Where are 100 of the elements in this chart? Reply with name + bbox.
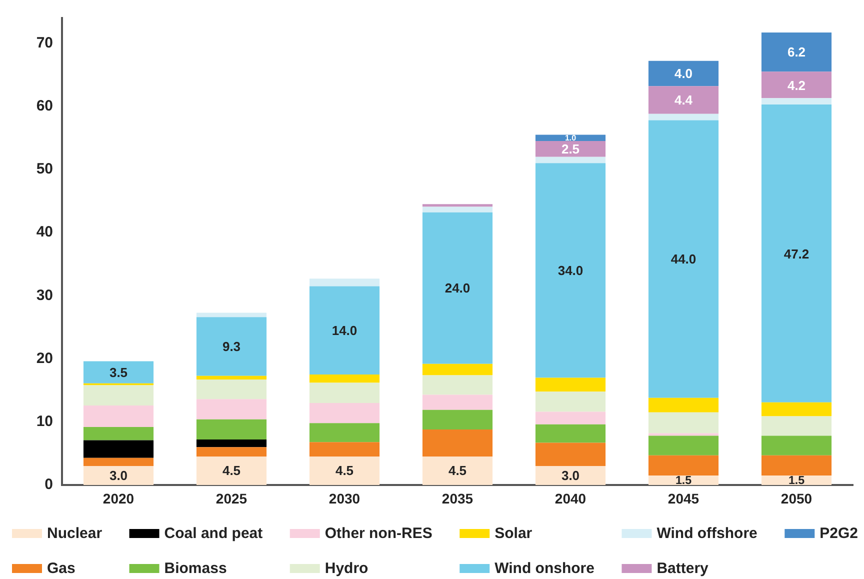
- data-label: 34.0: [558, 262, 584, 278]
- bar: [535, 156, 606, 164]
- bar: [761, 72, 832, 98]
- legend-label: Wind onshore: [494, 560, 594, 578]
- bar: [309, 286, 380, 375]
- bar: [83, 361, 154, 384]
- x-tick-label: 2040: [554, 490, 586, 506]
- data-label: 1.0: [564, 133, 577, 142]
- bar: [648, 455, 719, 476]
- bar: [648, 398, 719, 412]
- bar: [422, 429, 493, 457]
- y-tick-label: 30: [36, 286, 53, 304]
- bar: [196, 312, 267, 318]
- y-tick-label: 20: [36, 350, 53, 367]
- bar: [761, 476, 832, 485]
- legend-label: Solar: [494, 525, 532, 542]
- bar: [196, 419, 267, 440]
- bar: [648, 120, 719, 398]
- bar: [83, 426, 154, 440]
- bar: [422, 394, 493, 410]
- data-label: 3.5: [109, 364, 128, 380]
- bar: [648, 476, 719, 485]
- legend-label: Coal and peat: [164, 525, 263, 542]
- bar: [761, 104, 832, 402]
- bar: [648, 60, 719, 86]
- bar: [648, 412, 719, 434]
- x-tick-label: 2045: [668, 490, 700, 506]
- legend-label: Biomass: [164, 560, 227, 578]
- x-tick-label: 2020: [102, 490, 134, 506]
- data-label: 24.0: [444, 280, 470, 296]
- bar: [535, 442, 606, 466]
- x-tick-label: 2025: [216, 490, 248, 506]
- bar: [309, 382, 380, 403]
- bar: [422, 410, 493, 430]
- x-tick-label: 2030: [328, 490, 360, 506]
- bar: [196, 440, 267, 448]
- bar: [535, 378, 606, 392]
- bar: [761, 436, 832, 456]
- data-label: 14.0: [332, 322, 358, 338]
- data-label: 9.3: [222, 338, 241, 354]
- bar: [83, 458, 154, 466]
- y-tick-label: 10: [36, 413, 53, 430]
- bar: [196, 456, 267, 485]
- data-label: 47.2: [784, 246, 810, 262]
- bar: [196, 380, 267, 400]
- bar: [196, 399, 267, 420]
- bar: [83, 405, 154, 427]
- bar: [422, 204, 493, 207]
- data-label: 44.0: [670, 252, 696, 267]
- y-tick-label: 0: [44, 476, 53, 494]
- bar: [422, 375, 493, 395]
- bar: [83, 466, 154, 485]
- bar: [535, 392, 606, 412]
- data-label: 1.5: [675, 474, 692, 487]
- legend-label: Battery: [656, 560, 710, 578]
- bar: [535, 141, 606, 157]
- legend-label: Wind offshore: [656, 525, 758, 542]
- legend-label: P2G2: [820, 525, 858, 542]
- bar: [535, 163, 606, 378]
- data-label: 4.5: [335, 462, 354, 478]
- bar: [422, 364, 493, 376]
- x-tick-label: 2035: [442, 490, 474, 506]
- bar: [196, 376, 267, 380]
- bar: [761, 32, 832, 72]
- bar: [535, 424, 606, 443]
- legend-label: Other non-RES: [324, 525, 432, 542]
- bar: [535, 466, 606, 485]
- y-tick-label: 60: [36, 97, 53, 114]
- legend-label: Nuclear: [47, 525, 102, 542]
- data-label: 2.5: [561, 141, 580, 156]
- bar: [83, 440, 154, 458]
- bar: [83, 385, 154, 406]
- bar: [422, 456, 493, 485]
- bar: [648, 114, 719, 120]
- bar: [761, 98, 832, 104]
- bar: [309, 423, 380, 442]
- data-label: 4.5: [448, 462, 467, 478]
- bar: [309, 374, 380, 383]
- bar: [196, 447, 267, 457]
- bar: [761, 455, 832, 476]
- bar: [422, 206, 493, 212]
- data-label: 4.5: [222, 462, 241, 478]
- bar: [535, 412, 606, 424]
- bar: [761, 416, 832, 436]
- bar: [196, 317, 267, 376]
- data-label: 4.2: [787, 78, 806, 93]
- y-tick-label: 70: [36, 34, 53, 52]
- bar: [648, 436, 719, 456]
- data-label: 6.2: [787, 44, 806, 60]
- y-tick-label: 40: [36, 224, 53, 241]
- bar: [309, 278, 380, 286]
- data-label: 4.4: [674, 92, 694, 108]
- x-tick-label: 2050: [780, 490, 812, 506]
- bar: [648, 86, 719, 114]
- bar: [648, 433, 719, 436]
- data-label: 3.0: [561, 468, 580, 484]
- bar: [761, 402, 832, 416]
- legend-label: Gas: [47, 560, 76, 578]
- bar: [422, 212, 493, 364]
- data-label: 1.5: [788, 474, 806, 487]
